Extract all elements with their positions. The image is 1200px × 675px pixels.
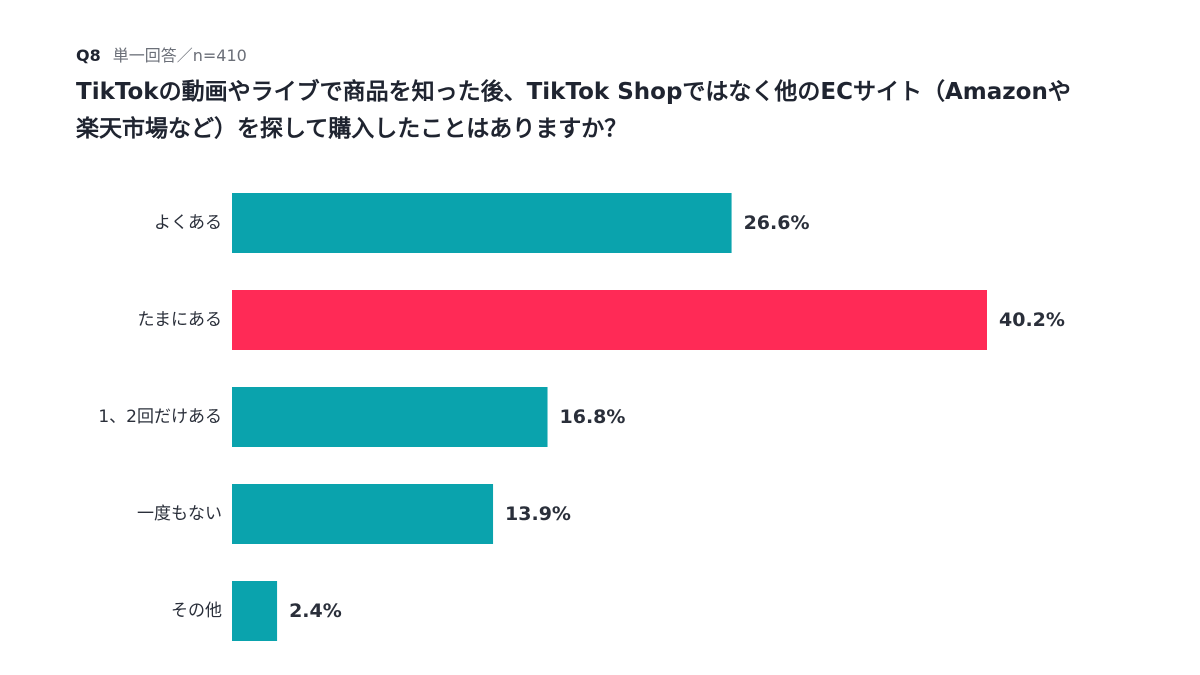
value-label-2: 40.2% bbox=[999, 309, 1065, 331]
category-label-3: 1、2回だけある bbox=[98, 407, 222, 427]
chart-title: TikTokの動画やライブで商品を知った後、TikTok Shopではなく他のE… bbox=[76, 74, 1136, 148]
category-label-2: たまにある bbox=[138, 310, 223, 330]
bar-2 bbox=[232, 290, 987, 350]
category-label-1: よくある bbox=[154, 213, 222, 233]
chart-title-line-2: 楽天市場など）を探して購入したことはありますか？ bbox=[76, 116, 628, 142]
question-meta: 単一回答／n=410 bbox=[112, 46, 247, 65]
bar-4 bbox=[232, 484, 494, 544]
question-number: Q8 bbox=[76, 46, 101, 65]
question-header: Q8 単一回答／n=410 bbox=[76, 42, 247, 66]
value-label-3: 16.8% bbox=[560, 406, 626, 428]
category-label-5: その他 bbox=[171, 601, 222, 621]
bar-3 bbox=[232, 387, 548, 447]
value-label-5: 2.4% bbox=[289, 600, 342, 622]
bar-1 bbox=[232, 193, 732, 253]
category-label-4: 一度もない bbox=[137, 504, 222, 524]
value-label-1: 26.6% bbox=[744, 212, 810, 234]
chart-title-line-1: TikTokの動画やライブで商品を知った後、TikTok Shopではなく他のE… bbox=[76, 79, 1071, 105]
bar-5 bbox=[232, 581, 278, 641]
value-label-4: 13.9% bbox=[505, 503, 571, 525]
